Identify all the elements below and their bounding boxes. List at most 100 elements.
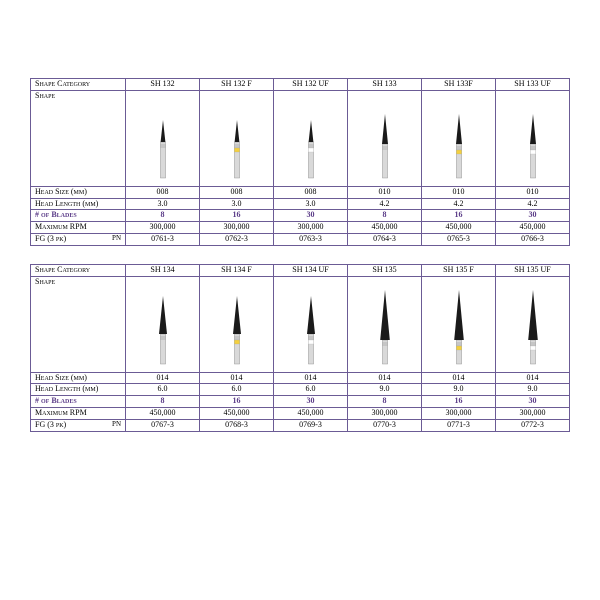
head-length-cell: 4.2	[348, 198, 422, 210]
head-length-cell: 9.0	[348, 384, 422, 396]
pn-cell: 0770-3	[348, 419, 422, 431]
head-size-cell: 014	[126, 372, 200, 384]
shape-category-cell: SH 133	[348, 79, 422, 91]
shape-cell	[348, 276, 422, 372]
shape-cell	[274, 90, 348, 186]
head-length-cell: 4.2	[422, 198, 496, 210]
head-length-cell: 9.0	[496, 384, 570, 396]
head-size-cell: 014	[274, 372, 348, 384]
bur-icon	[523, 98, 543, 180]
head-size-cell: 014	[422, 372, 496, 384]
rpm-cell: 300,000	[422, 407, 496, 419]
shape-category-cell: SH 135 UF	[496, 264, 570, 276]
shape-cell	[496, 276, 570, 372]
head-size-cell: 014	[348, 372, 422, 384]
head-length-cell: 6.0	[126, 384, 200, 396]
shape-cell	[348, 90, 422, 186]
bur-icon	[301, 98, 321, 180]
pn-cell: 0766-3	[496, 233, 570, 245]
head-size-cell: 008	[274, 186, 348, 198]
label-head-length: Head Length (mm)	[31, 384, 126, 396]
shape-cell	[126, 90, 200, 186]
shape-cell	[126, 276, 200, 372]
head-length-row: Head Length (mm)6.06.06.09.09.09.0	[31, 384, 570, 396]
shape-cell	[422, 90, 496, 186]
rpm-row: Maximum RPM450,000450,000450,000300,0003…	[31, 407, 570, 419]
rpm-cell: 300,000	[274, 222, 348, 234]
label-head-size: Head Size (mm)	[31, 186, 126, 198]
bur-icon	[449, 98, 469, 180]
head-size-cell: 008	[200, 186, 274, 198]
pn-cell: 0772-3	[496, 419, 570, 431]
pn-row: FG (3 pk)PN0767-30768-30769-30770-30771-…	[31, 419, 570, 431]
pn-cell: 0768-3	[200, 419, 274, 431]
blades-row: # of Blades8163081630	[31, 210, 570, 222]
shape-category-cell: SH 133F	[422, 79, 496, 91]
bur-icon	[523, 284, 543, 366]
shape-row: Shape	[31, 90, 570, 186]
pn-cell: 0767-3	[126, 419, 200, 431]
head-size-cell: 010	[496, 186, 570, 198]
rpm-cell: 450,000	[348, 222, 422, 234]
shape-category-cell: SH 132 F	[200, 79, 274, 91]
blades-cell: 8	[348, 396, 422, 408]
pn-cell: 0771-3	[422, 419, 496, 431]
shape-category-cell: SH 135 F	[422, 264, 496, 276]
head-size-cell: 014	[200, 372, 274, 384]
shape-row: Shape	[31, 276, 570, 372]
bur-icon	[301, 284, 321, 366]
head-length-cell: 4.2	[496, 198, 570, 210]
label-head-length: Head Length (mm)	[31, 198, 126, 210]
shape-category-cell: SH 135	[348, 264, 422, 276]
pn-cell: 0762-3	[200, 233, 274, 245]
blades-cell: 30	[496, 396, 570, 408]
label-fg-pn: FG (3 pk)PN	[31, 419, 126, 431]
pn-cell: 0764-3	[348, 233, 422, 245]
shape-cell	[496, 90, 570, 186]
rpm-cell: 450,000	[274, 407, 348, 419]
rpm-cell: 450,000	[496, 222, 570, 234]
blades-cell: 30	[496, 210, 570, 222]
pn-cell: 0761-3	[126, 233, 200, 245]
blades-cell: 8	[126, 210, 200, 222]
label-rpm: Maximum RPM	[31, 222, 126, 234]
bur-icon	[449, 284, 469, 366]
label-shape-category: Shape Category	[31, 264, 126, 276]
blades-cell: 8	[126, 396, 200, 408]
spacer-row	[31, 245, 570, 264]
rpm-cell: 300,000	[126, 222, 200, 234]
shape-category-cell: SH 132	[126, 79, 200, 91]
head-size-cell: 010	[422, 186, 496, 198]
bur-spec-table: Shape CategorySH 132SH 132 FSH 132 UFSH …	[30, 78, 570, 432]
head-length-cell: 9.0	[422, 384, 496, 396]
label-blades: # of Blades	[31, 396, 126, 408]
bur-icon	[227, 98, 247, 180]
label-head-size: Head Size (mm)	[31, 372, 126, 384]
pn-cell: 0763-3	[274, 233, 348, 245]
head-size-row: Head Size (mm)014014014014014014	[31, 372, 570, 384]
rpm-cell: 300,000	[348, 407, 422, 419]
head-length-cell: 3.0	[126, 198, 200, 210]
label-shape: Shape	[31, 90, 126, 186]
blades-row: # of Blades8163081630	[31, 396, 570, 408]
shape-category-cell: SH 134 F	[200, 264, 274, 276]
blades-cell: 16	[200, 210, 274, 222]
pn-cell: 0765-3	[422, 233, 496, 245]
label-shape-category: Shape Category	[31, 79, 126, 91]
label-shape: Shape	[31, 276, 126, 372]
bur-icon	[153, 98, 173, 180]
head-length-cell: 6.0	[274, 384, 348, 396]
head-length-cell: 6.0	[200, 384, 274, 396]
pn-row: FG (3 pk)PN0761-30762-30763-30764-30765-…	[31, 233, 570, 245]
shape-category-cell: SH 133 UF	[496, 79, 570, 91]
label-fg-pn: FG (3 pk)PN	[31, 233, 126, 245]
blades-cell: 16	[422, 210, 496, 222]
bur-icon	[153, 284, 173, 366]
pn-cell: 0769-3	[274, 419, 348, 431]
rpm-cell: 450,000	[200, 407, 274, 419]
bur-icon	[375, 284, 395, 366]
blades-cell: 16	[422, 396, 496, 408]
chart-wrap: Shape CategorySH 132SH 132 FSH 132 UFSH …	[30, 78, 570, 522]
shape-cell	[200, 276, 274, 372]
shape-category-row: Shape CategorySH 132SH 132 FSH 132 UFSH …	[31, 79, 570, 91]
